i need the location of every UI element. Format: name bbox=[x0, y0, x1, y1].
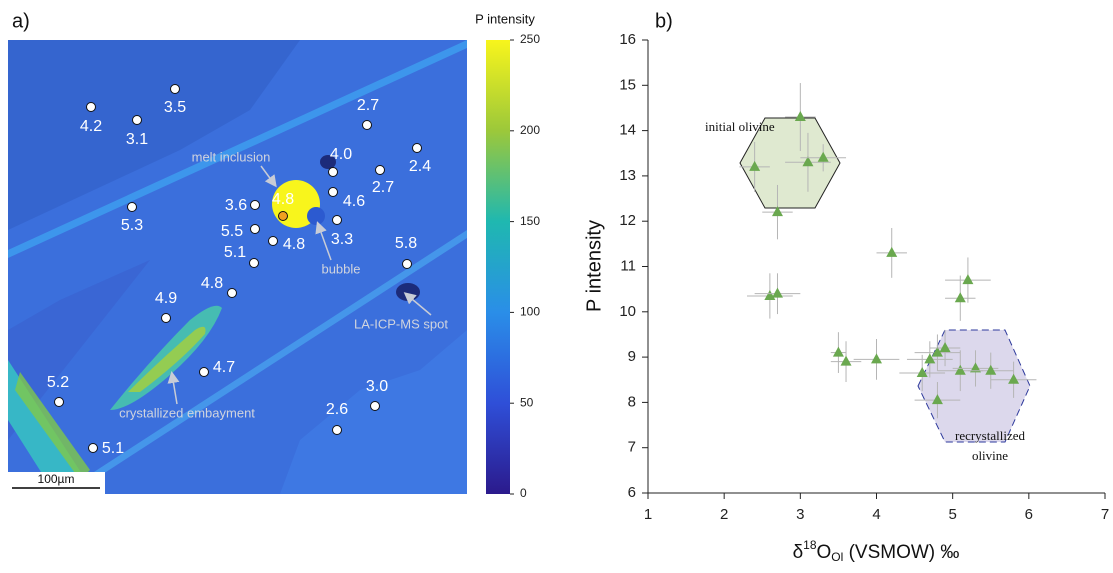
colorbar-tick-label: 50 bbox=[520, 395, 534, 409]
x-tick-label: 4 bbox=[872, 506, 880, 523]
spot bbox=[329, 168, 338, 177]
spot-label: 5.1 bbox=[102, 440, 124, 457]
y-tick-label: 6 bbox=[628, 484, 636, 501]
colorbar-tick-label: 100 bbox=[520, 305, 540, 319]
spot-label: 4.2 bbox=[80, 118, 102, 135]
x-tick-label: 2 bbox=[720, 506, 728, 523]
spot-label: 4.0 bbox=[330, 146, 352, 163]
spot bbox=[128, 203, 137, 212]
spot-label: 5.5 bbox=[221, 223, 243, 240]
y-tick-label: 14 bbox=[619, 122, 636, 139]
x-tick-label: 3 bbox=[796, 506, 804, 523]
panel-label: a) bbox=[12, 10, 30, 32]
point bbox=[871, 353, 882, 363]
spot-label: 4.8 bbox=[283, 236, 305, 253]
spot-label: 3.1 bbox=[126, 131, 148, 148]
point bbox=[841, 356, 852, 366]
spot bbox=[333, 426, 342, 435]
spot bbox=[89, 444, 98, 453]
x-tick-label: 5 bbox=[948, 506, 956, 523]
spot bbox=[376, 166, 385, 175]
colorbar-tick-label: 200 bbox=[520, 123, 540, 137]
y-tick-label: 12 bbox=[619, 212, 636, 229]
spot-label: 3.5 bbox=[164, 99, 186, 116]
scale-bar-label: 100µm bbox=[38, 472, 75, 486]
spot-label: 5.1 bbox=[224, 244, 246, 261]
x-label-part: Ol bbox=[831, 550, 843, 564]
y-tick-label: 7 bbox=[628, 439, 636, 456]
spot bbox=[333, 216, 342, 225]
x-label-part: δ bbox=[793, 542, 804, 563]
spot bbox=[279, 212, 288, 221]
x-axis-label: δ18OOl (VSMOW) ‰ bbox=[793, 538, 960, 564]
x-label-part: (VSMOW) ‰ bbox=[843, 542, 959, 563]
spot-label: 2.6 bbox=[326, 401, 348, 418]
colorbar-title: P intensity bbox=[475, 11, 535, 26]
figure: a) 100µm P intensity initial olivine rec… bbox=[0, 0, 1113, 568]
spot-label: 2.4 bbox=[409, 158, 431, 175]
x-tick-label: 7 bbox=[1101, 506, 1109, 523]
y-tick-label: 8 bbox=[628, 393, 636, 410]
spot bbox=[162, 314, 171, 323]
colorbar-tick-label: 250 bbox=[520, 32, 540, 46]
colorbar-tick-label: 150 bbox=[520, 214, 540, 228]
spot-label: 4.8 bbox=[272, 191, 294, 208]
spot-label: 4.8 bbox=[201, 275, 223, 292]
spot bbox=[269, 237, 278, 246]
point bbox=[795, 111, 806, 121]
spot bbox=[403, 260, 412, 269]
spot-label: 4.6 bbox=[343, 193, 365, 210]
spot-label: 3.3 bbox=[331, 231, 353, 248]
annotation: melt inclusion bbox=[192, 149, 271, 164]
point bbox=[962, 274, 973, 284]
spot bbox=[200, 368, 209, 377]
spot bbox=[133, 116, 142, 125]
y-tick-label: 16 bbox=[619, 31, 636, 48]
y-tick-label: 15 bbox=[619, 76, 636, 93]
x-label-part: 18 bbox=[803, 538, 817, 552]
spot-label: 2.7 bbox=[357, 97, 379, 114]
map-image bbox=[8, 40, 467, 494]
spot bbox=[251, 225, 260, 234]
spot bbox=[251, 201, 260, 210]
region-label: initial olivine bbox=[705, 119, 775, 134]
spot bbox=[250, 259, 259, 268]
panel-label: b) bbox=[655, 10, 673, 32]
spot bbox=[171, 85, 180, 94]
y-tick-label: 10 bbox=[619, 303, 636, 320]
spot bbox=[413, 144, 422, 153]
x-tick-label: 6 bbox=[1025, 506, 1033, 523]
annotation: bubble bbox=[321, 261, 360, 276]
spot-label: 3.6 bbox=[225, 197, 247, 214]
point bbox=[955, 292, 966, 302]
spot bbox=[55, 398, 64, 407]
annotation: crystallized embayment bbox=[119, 405, 255, 420]
region-label: recrystallized bbox=[955, 428, 1026, 443]
spot bbox=[228, 289, 237, 298]
point bbox=[772, 288, 783, 298]
colorbar bbox=[486, 40, 510, 494]
x-label-part: O bbox=[817, 542, 832, 563]
spot bbox=[371, 402, 380, 411]
y-tick-label: 13 bbox=[619, 167, 636, 184]
spot-label: 4.7 bbox=[213, 359, 235, 376]
colorbar-tick-label: 0 bbox=[520, 486, 527, 500]
spot bbox=[329, 188, 338, 197]
point bbox=[833, 347, 844, 357]
spot-label: 4.9 bbox=[155, 290, 177, 307]
spot bbox=[87, 103, 96, 112]
point bbox=[886, 247, 897, 257]
annotation: LA-ICP-MS spot bbox=[354, 316, 448, 331]
region-label: olivine bbox=[972, 448, 1008, 463]
spot-label: 3.0 bbox=[366, 378, 388, 395]
spot-label: 5.8 bbox=[395, 235, 417, 252]
spot-label: 5.3 bbox=[121, 217, 143, 234]
y-axis-label: P intensity bbox=[583, 220, 605, 312]
y-tick-label: 11 bbox=[620, 257, 636, 274]
spot-label: 2.7 bbox=[372, 179, 394, 196]
y-tick-label: 9 bbox=[628, 348, 636, 365]
spot bbox=[363, 121, 372, 130]
spot-label: 5.2 bbox=[47, 374, 69, 391]
x-tick-label: 1 bbox=[644, 506, 652, 523]
